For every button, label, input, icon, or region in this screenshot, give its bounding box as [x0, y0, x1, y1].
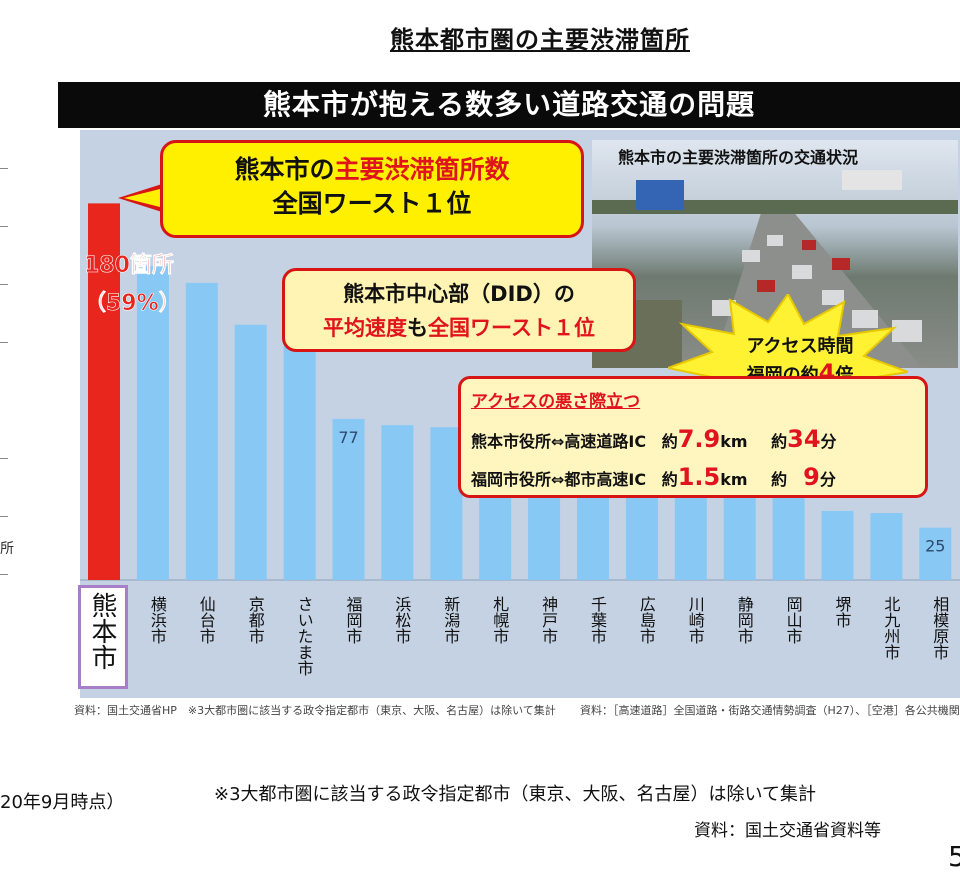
footer-note: ※3大都市圏に該当する政令指定都市（東京、大阪、名古屋）は除いて集計	[214, 784, 816, 805]
access-min-unit: 分	[820, 432, 837, 451]
access-row-fukuoka: 福岡市役所⇔都市高速IC 約1.5km 約 9分	[471, 463, 836, 491]
footer-source: 資料：国土交通省資料等	[694, 821, 881, 841]
bar-熊本市	[88, 203, 120, 580]
left-edge-fragment: 所	[0, 130, 14, 700]
access-approx: 約	[661, 432, 678, 451]
category-label: 福岡市	[343, 596, 363, 644]
category-label: 北九州市	[881, 596, 901, 660]
category-label: 神戸市	[539, 596, 559, 644]
access-title: アクセスの悪さ際立つ	[471, 392, 641, 412]
access-minutes: 34	[787, 425, 821, 453]
category-label: 熊本市	[87, 592, 117, 670]
bar-京都市	[234, 324, 267, 580]
access-km-unit: km	[720, 432, 748, 451]
did-callout-particle: も	[407, 316, 429, 340]
axis-tick	[0, 458, 8, 459]
page-number: 5	[948, 840, 960, 873]
did-callout-speed: 平均速度	[323, 316, 408, 340]
category-label: 札幌市	[490, 596, 510, 644]
access-row-kumamoto: 熊本市役所⇔高速道路IC 約7.9km 約34分	[471, 425, 837, 453]
bar-浜松市	[381, 425, 414, 580]
worst-callout-prefix: 熊本市の	[234, 155, 335, 184]
did-speed-callout: 熊本市中心部（DID）の 平均速度も全国ワースト１位	[282, 268, 636, 352]
data-label-kumamoto-count: 180箇所	[84, 252, 174, 278]
bar-北九州市	[870, 513, 903, 580]
category-label: 京都市	[245, 596, 265, 644]
banner-title: 熊本市が抱える数多い道路交通の問題	[58, 82, 960, 128]
category-label: さいたま市	[294, 596, 314, 676]
bar-福岡市	[332, 418, 365, 580]
kumamoto-label-box	[78, 585, 128, 689]
did-callout-line1: 熊本市中心部（DID）の	[343, 282, 575, 306]
data-label-kumamoto-share: （59%）	[84, 291, 181, 316]
category-label: 広島市	[636, 596, 656, 644]
did-callout-worst: 全国ワースト１位	[428, 316, 595, 340]
worst-callout-highlight: 主要渋滞箇所数	[334, 155, 510, 184]
axis-label-fragment: 所	[0, 541, 14, 557]
worst-callout-line2: 全国ワースト１位	[272, 189, 472, 218]
category-label: 千葉市	[588, 596, 607, 644]
worst-callout: 熊本市の主要渋滞箇所数 全国ワースト１位	[160, 140, 584, 238]
access-approx: 約	[771, 470, 788, 489]
bar-仙台市	[185, 282, 218, 580]
photo-caption: 熊本市の主要渋滞箇所の交通状況	[618, 148, 859, 167]
axis-tick	[0, 342, 8, 343]
category-label: 静岡市	[734, 596, 754, 644]
bar-新潟市	[430, 427, 463, 580]
access-comparison-box: アクセスの悪さ際立つ 熊本市役所⇔高速道路IC 約7.9km 約34分 福岡市役…	[458, 376, 928, 498]
access-distance: 7.9	[677, 425, 721, 453]
data-label: 25	[925, 537, 945, 556]
axis-tick	[0, 574, 8, 575]
axis-tick	[0, 284, 8, 285]
category-label: 相模原市	[930, 596, 950, 660]
axis-tick	[0, 226, 8, 227]
category-label: 岡山市	[783, 596, 803, 644]
bar-さいたま市	[283, 345, 316, 580]
category-label: 川崎市	[685, 596, 705, 644]
page-title: 熊本都市圏の主要渋滞箇所	[390, 26, 690, 54]
footer-date-fragment: 20年9月時点）	[0, 792, 125, 813]
access-approx: 約	[771, 432, 788, 451]
callout-pointer-fill	[124, 188, 164, 208]
source-note-left: 資料：国土交通省HP ※3大都市圏に該当する政令指定都市（東京、大阪、名古屋）は…	[74, 704, 556, 717]
category-label: 新潟市	[441, 596, 461, 644]
access-route: 福岡市役所⇔都市高速IC	[471, 470, 647, 489]
bar-相模原市	[919, 527, 952, 580]
access-distance: 1.5	[677, 463, 721, 491]
access-approx: 約	[661, 470, 678, 489]
category-label: 仙台市	[196, 596, 216, 644]
data-label: 77	[338, 428, 358, 447]
access-km-unit: km	[720, 470, 748, 489]
bar-堺市	[821, 510, 854, 580]
axis-tick	[0, 516, 8, 517]
access-route: 熊本市役所⇔高速道路IC	[471, 432, 647, 451]
category-label: 横浜市	[147, 596, 167, 644]
access-min-unit: 分	[819, 470, 836, 489]
source-note-right: 資料：［高速道路］全国道路・街路交通情勢調査（H27）、［空港］各公共機関H	[580, 704, 960, 717]
burst-line1: アクセス時間	[746, 336, 854, 357]
axis-tick	[0, 168, 8, 169]
access-minutes: 9	[803, 463, 820, 491]
category-label: 堺市	[832, 596, 852, 628]
category-label: 浜松市	[392, 596, 412, 644]
bar-横浜市	[136, 266, 169, 580]
